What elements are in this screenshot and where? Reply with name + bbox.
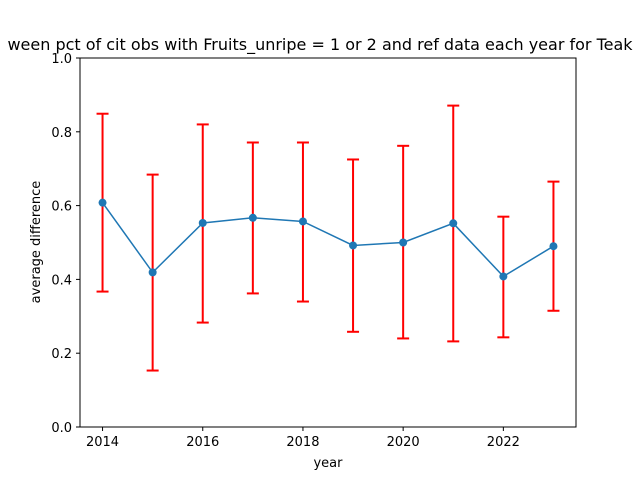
x-tick-label: 2018 (286, 435, 319, 450)
data-point (148, 268, 157, 277)
data-point (248, 213, 257, 222)
data-point (98, 198, 107, 207)
x-tick-label: 2014 (86, 435, 119, 450)
x-axis-label: year (313, 456, 343, 471)
series-line (101, 202, 554, 278)
data-point (549, 242, 558, 251)
data-point (298, 217, 307, 226)
data-series (96, 104, 560, 372)
x-axis: 2014 2016 2018 2020 2022 (86, 427, 520, 450)
y-tick-label: 0.2 (51, 347, 72, 362)
data-point (198, 218, 207, 227)
y-axis: 0.0 0.2 0.4 0.6 0.8 1.0 (51, 52, 80, 436)
y-tick-label: 0.4 (51, 273, 72, 288)
x-tick-label: 2020 (387, 435, 420, 450)
y-tick-label: 1.0 (51, 52, 72, 67)
data-point (349, 241, 358, 250)
chart-title: ween pct of cit obs with Fruits_unripe =… (7, 35, 633, 55)
y-axis-label: average difference (29, 181, 44, 304)
data-point (499, 272, 508, 281)
y-tick-label: 0.0 (51, 421, 72, 436)
y-tick-label: 0.6 (51, 200, 72, 215)
x-tick-label: 2022 (487, 435, 520, 450)
x-tick-label: 2016 (186, 435, 219, 450)
plot-area-frame (79, 57, 577, 428)
data-point (399, 238, 408, 247)
data-point (449, 219, 458, 228)
y-tick-label: 0.8 (51, 126, 72, 141)
